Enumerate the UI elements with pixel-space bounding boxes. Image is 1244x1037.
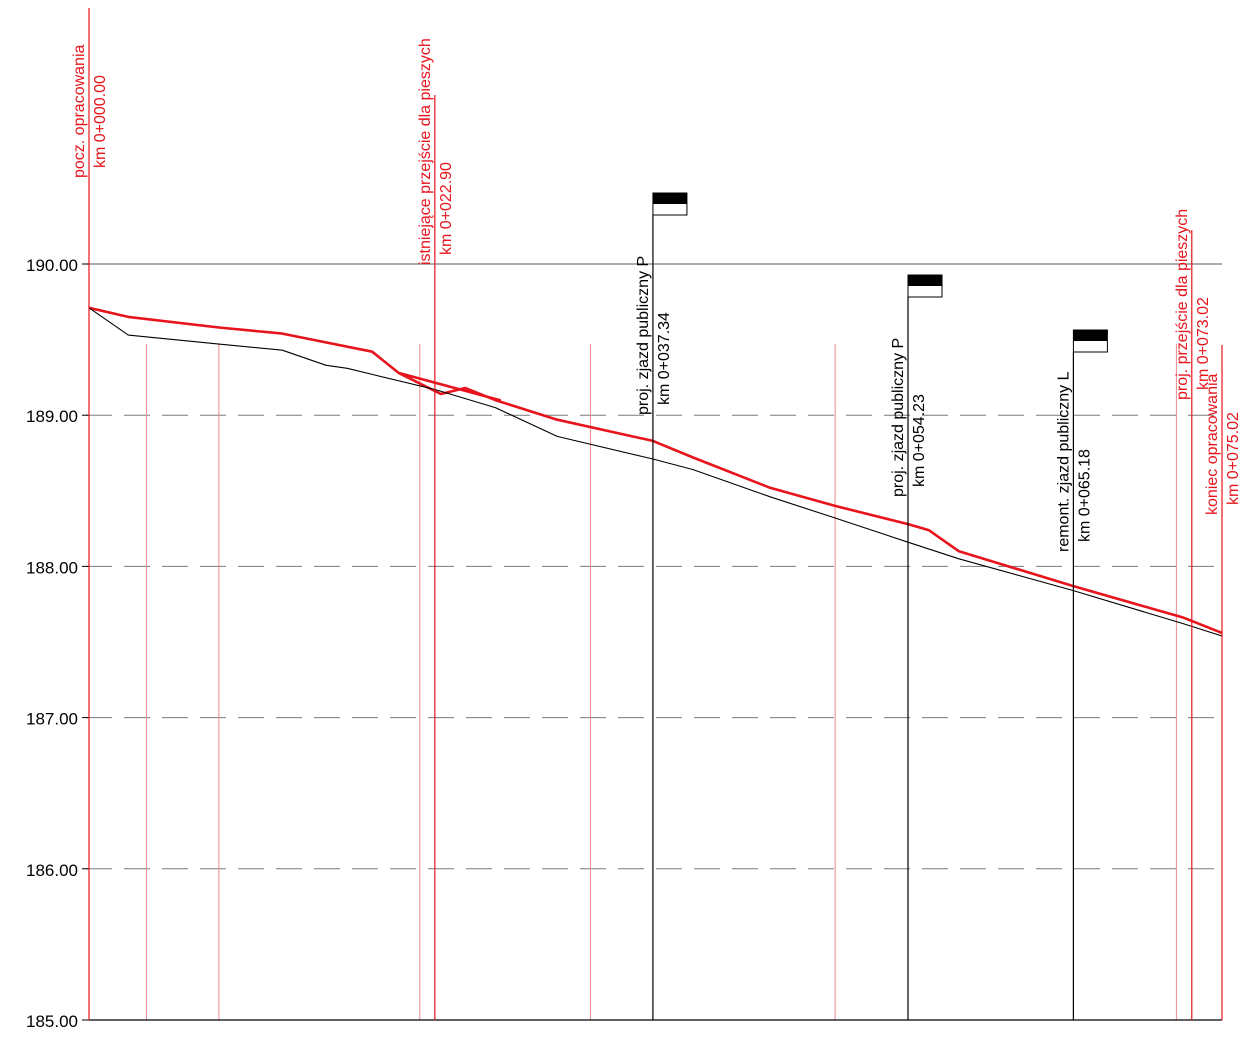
y-tick-label: 189.00 <box>26 407 78 426</box>
station-markers: pocz. opracowania km 0+000.00 istniejące p… <box>71 8 1242 1020</box>
station-km-label: km 0+022.90 <box>438 162 455 255</box>
station-km-label: km 0+065.18 <box>1076 449 1093 542</box>
axes <box>88 307 1222 1021</box>
station-km-label: km 0+054.23 <box>911 394 928 487</box>
grid-lines <box>86 263 1222 870</box>
design-profile-line <box>88 306 1223 635</box>
y-tick-label: 185.00 <box>26 1012 78 1031</box>
station-name-label: remont. zjazd publiczny L <box>1055 371 1072 552</box>
station-km-label: km 0+000.00 <box>92 75 109 168</box>
station-lines <box>145 344 1177 1020</box>
series-lines <box>88 306 1223 637</box>
flag-fill <box>652 193 687 204</box>
station-km-label: km 0+075.02 <box>1225 412 1242 505</box>
station-name-label: proj. zjazd publiczny P <box>635 256 652 415</box>
station-name-label: pocz. opracowania <box>71 44 88 178</box>
station-name-label: proj. przejście dla pieszych <box>1174 209 1191 400</box>
y-tick-labels: 190.00 189.00 188.00 187.00 186.00 185.00 <box>26 256 89 1031</box>
y-tick-label: 187.00 <box>26 710 78 729</box>
station-name-label: istniejące przejście dla pieszych <box>417 38 434 265</box>
station-km-label: km 0+073.02 <box>1195 297 1212 390</box>
station-name-label: koniec opracowania <box>1204 373 1221 515</box>
y-tick-label: 190.00 <box>26 256 78 275</box>
flag-fill <box>1073 330 1108 341</box>
y-tick-label: 188.00 <box>26 558 78 577</box>
flag-fill <box>908 275 943 286</box>
station-km-label: km 0+037.34 <box>656 312 673 405</box>
station-name-label: proj. zjazd publiczny P <box>890 338 907 497</box>
y-tick-label: 186.00 <box>26 861 78 880</box>
terrain-profile-line <box>88 307 1223 637</box>
